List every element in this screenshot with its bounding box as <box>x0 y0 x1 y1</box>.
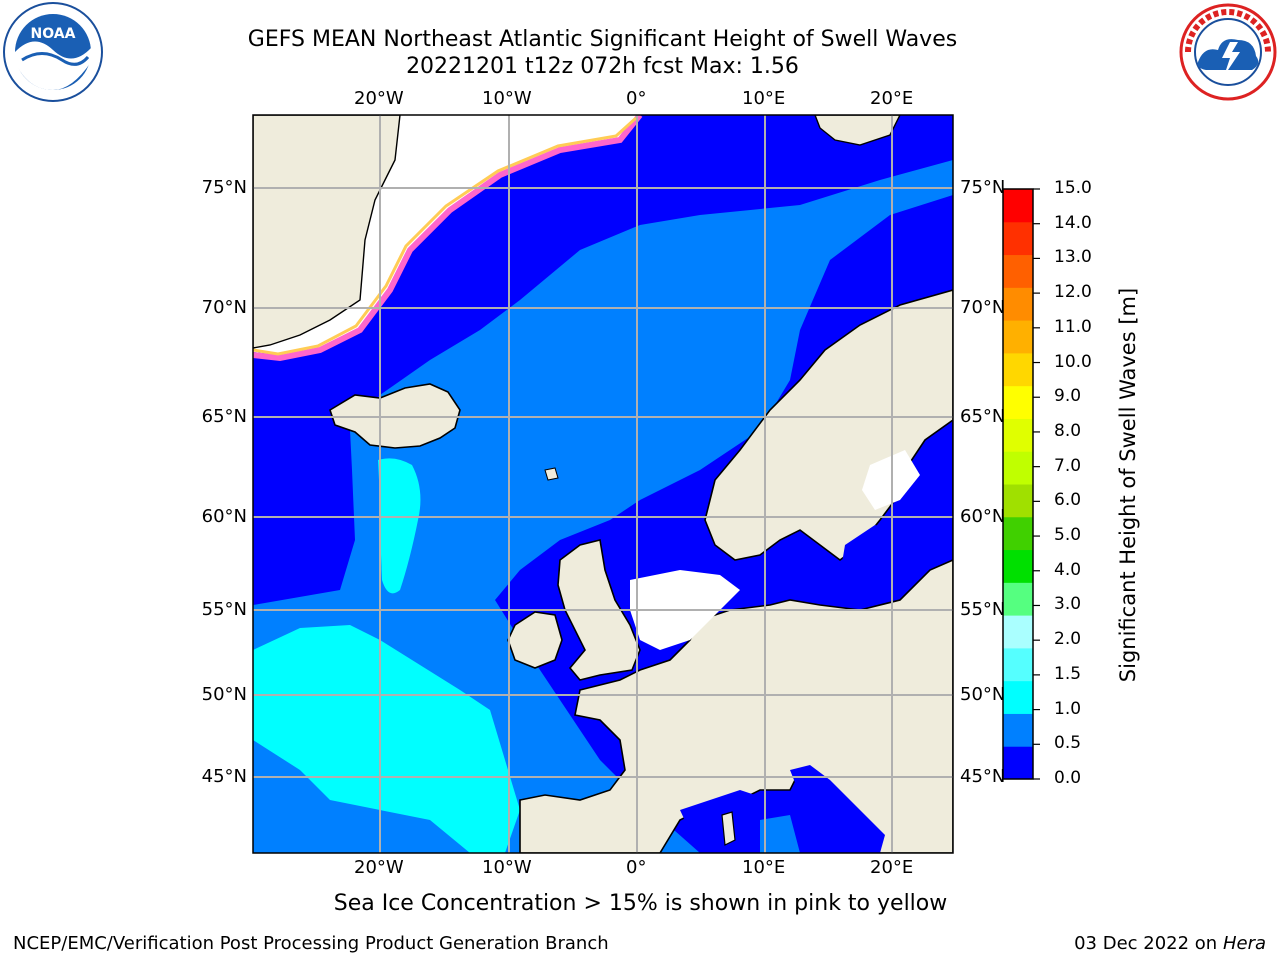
lat-label-right: 75°N <box>960 177 1006 198</box>
lat-label-right: 70°N <box>960 297 1006 318</box>
colorbar-tick-label: 13.0 <box>1054 247 1092 268</box>
colorbar-tick-label: 0.0 <box>1054 768 1082 788</box>
colorbar-tick-label: 9.0 <box>1054 386 1082 407</box>
lat-label-left: 65°N <box>201 406 247 427</box>
lat-label-right: 45°N <box>960 766 1006 787</box>
map-title: GEFS MEAN Northeast Atlantic Significant… <box>247 27 958 52</box>
colorbar-tick-label: 1.5 <box>1054 663 1082 684</box>
baltic-sea <box>840 525 915 600</box>
colorbar-tick-label: 5.0 <box>1054 525 1082 546</box>
lon-label-top: 10°E <box>742 88 786 109</box>
colorbar-tick-label: 7.0 <box>1054 455 1082 476</box>
nws-logo <box>1179 3 1277 101</box>
colorbar-swatch <box>1003 189 1033 223</box>
colorbar-swatch <box>1003 582 1033 616</box>
colorbar-swatch <box>1003 352 1033 387</box>
lon-label-bottom: 0° <box>626 857 647 878</box>
lat-label-left: 70°N <box>201 297 247 318</box>
colorbar-swatch <box>1003 484 1033 518</box>
footer-host: Hera <box>1222 933 1266 954</box>
colorbar-frame <box>1002 188 1034 780</box>
colorbar-swatch <box>1003 221 1033 256</box>
svalbard-land <box>814 115 901 146</box>
lat-label-left: 50°N <box>201 684 247 705</box>
map-frame <box>252 114 954 854</box>
svg-text:NOAA: NOAA <box>31 26 76 42</box>
colorbar-swatch <box>1003 418 1033 452</box>
colorbar-swatch <box>1003 254 1033 288</box>
colorbar-swatch <box>1003 746 1033 780</box>
colorbar-swatch <box>1003 320 1033 354</box>
sea-ice-caption: Sea Ice Concentration > 15% is shown in … <box>333 891 948 916</box>
colorbar-tick-label: 15.0 <box>1054 178 1092 198</box>
lon-label-bottom: 20°W <box>354 857 404 878</box>
colorbar-tick-label: 10.0 <box>1054 351 1092 372</box>
map-subtitle: 20221201 t12z 072h fcst Max: 1.56 <box>406 54 799 79</box>
footer-date: 03 Dec 2022 on Hera <box>1074 933 1266 954</box>
colorbar-swatch <box>1003 713 1033 747</box>
colorbar-tick-label: 2.0 <box>1054 629 1082 650</box>
colorbar-tick-label: 0.5 <box>1054 733 1082 754</box>
colorbar-tick-label: 14.0 <box>1054 212 1092 233</box>
lat-label-right: 55°N <box>960 599 1006 620</box>
colorbar-swatch <box>1003 516 1033 551</box>
lat-label-right: 60°N <box>960 506 1006 527</box>
lat-label-left: 60°N <box>201 506 247 527</box>
footer-credit: NCEP/EMC/Verification Post Processing Pr… <box>13 933 609 954</box>
colorbar-tick-label: 12.0 <box>1054 282 1092 303</box>
colorbar-tick-label: 8.0 <box>1054 420 1082 441</box>
colorbar-swatch <box>1003 615 1033 649</box>
colorbar-swatch <box>1003 647 1033 682</box>
colorbar-swatch <box>1003 451 1033 485</box>
colorbar-swatch <box>1003 680 1033 714</box>
lat-label-left: 45°N <box>201 766 247 787</box>
colorbar-tick-label: 6.0 <box>1054 490 1082 511</box>
colorbar-tick-label: 3.0 <box>1054 594 1082 615</box>
sea-ice-edge <box>253 115 643 362</box>
colorbar-tick-label: 11.0 <box>1054 316 1092 337</box>
lon-label-top: 10°W <box>482 88 532 109</box>
greenland-land <box>253 115 401 349</box>
colorbar-swatch <box>1003 287 1033 321</box>
lon-label-top: 20°W <box>354 88 404 109</box>
colorbar-tick-label: 1.0 <box>1054 698 1082 719</box>
lat-label-left: 55°N <box>201 599 247 620</box>
lat-label-left: 75°N <box>201 177 247 198</box>
lon-label-bottom: 20°E <box>870 857 914 878</box>
lon-label-top: 0° <box>626 88 647 109</box>
lon-label-top: 20°E <box>870 88 914 109</box>
lon-label-bottom: 10°E <box>742 857 786 878</box>
colorbar <box>1002 188 1040 780</box>
noaa-logo: NOAA <box>3 2 103 102</box>
graticule <box>253 115 953 853</box>
footer-date-text: 03 Dec 2022 on <box>1074 933 1218 954</box>
colorbar-swatch <box>1003 385 1033 419</box>
ireland-land <box>507 611 563 669</box>
lat-label-right: 65°N <box>960 406 1006 427</box>
lat-label-right: 50°N <box>960 684 1006 705</box>
colorbar-swatch <box>1003 549 1033 583</box>
swell-band-1.0-1.5-plume <box>378 458 421 594</box>
lon-label-bottom: 10°W <box>482 857 532 878</box>
colorbar-label: Significant Height of Swell Waves [m] <box>1116 287 1140 683</box>
colorbar-tick-label: 4.0 <box>1054 559 1082 580</box>
